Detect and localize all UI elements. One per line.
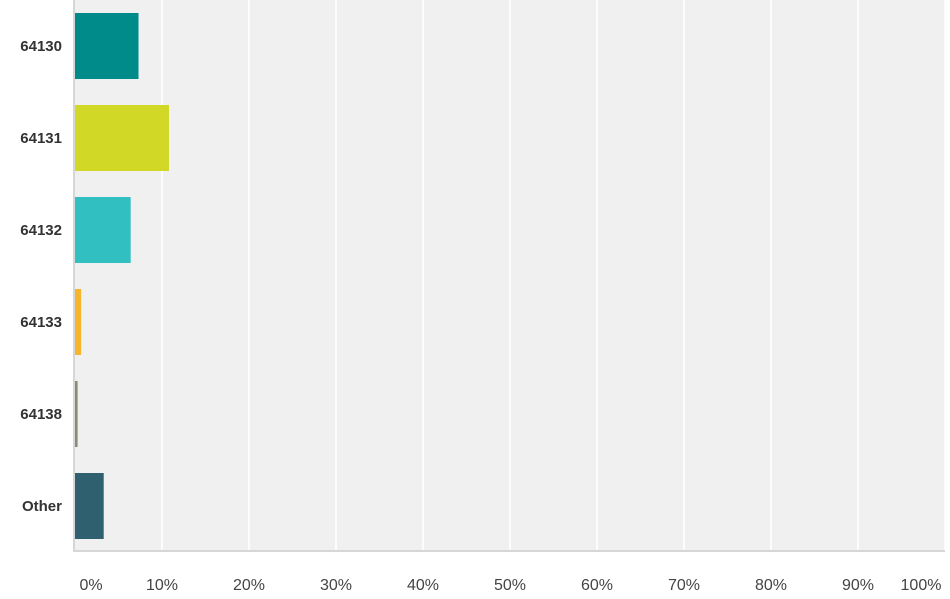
bar-64131 xyxy=(75,105,169,171)
x-tick-label: 70% xyxy=(668,577,700,594)
x-tick-labels: 0% 10% 20% 30% 40% 50% 60% 70% 80% 90% 100% xyxy=(79,577,941,594)
category-label: 64132 xyxy=(20,222,62,239)
x-tick-label: 0% xyxy=(79,577,102,594)
bar-64133 xyxy=(75,289,82,355)
category-label: 64131 xyxy=(20,130,62,147)
bar-64132 xyxy=(75,197,131,263)
x-tick-label: 50% xyxy=(494,577,526,594)
category-labels: 64130 64131 64132 64133 64138 Other xyxy=(20,38,62,515)
category-label: 64133 xyxy=(20,314,62,331)
x-tick-label: 10% xyxy=(146,577,178,594)
x-tick-label: 90% xyxy=(842,577,874,594)
x-tick-label: 40% xyxy=(407,577,439,594)
x-tick-label: 100% xyxy=(901,577,942,594)
category-label: Other xyxy=(22,498,62,515)
x-tick-label: 60% xyxy=(581,577,613,594)
x-tick-label: 30% xyxy=(320,577,352,594)
bar-64138 xyxy=(75,381,78,447)
bar-other xyxy=(75,473,104,539)
category-label: 64138 xyxy=(20,406,62,423)
x-tick-label: 80% xyxy=(755,577,787,594)
bar-64130 xyxy=(75,13,139,79)
category-label: 64130 xyxy=(20,38,62,55)
gridlines xyxy=(161,0,946,552)
bars xyxy=(75,13,169,539)
x-tick-label: 20% xyxy=(233,577,265,594)
